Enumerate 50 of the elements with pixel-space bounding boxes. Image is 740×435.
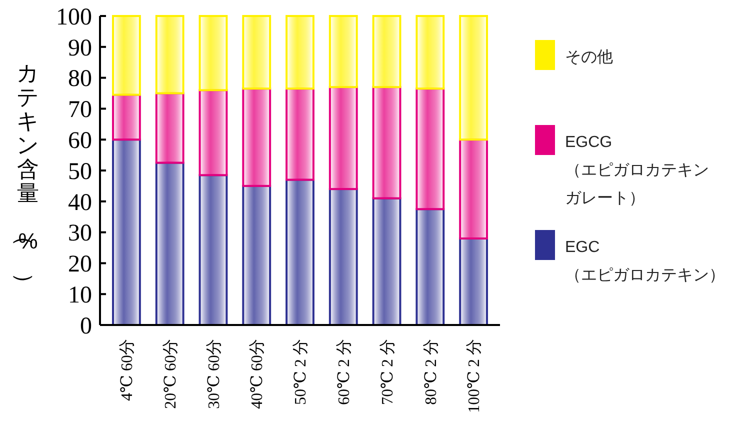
- bar: [328, 188, 358, 326]
- y-tick-label: 60: [68, 128, 92, 154]
- x-tick-label: 60℃ 2 分: [336, 339, 353, 405]
- y-tick-label: 90: [68, 35, 92, 62]
- x-tick-label: 70℃ 2 分: [379, 339, 396, 405]
- y-tick-label: 10: [68, 282, 92, 308]
- bar: [372, 86, 402, 200]
- bar: [112, 15, 141, 96]
- y-tick-label: 70: [68, 97, 92, 124]
- bar: [112, 138, 141, 326]
- y-tick-label: 100: [56, 4, 92, 30]
- bar: [459, 15, 488, 141]
- legend-label: EGC（エピガロカテキン）: [565, 239, 725, 284]
- bar: [459, 138, 488, 240]
- bar: [416, 88, 445, 210]
- bar: [242, 184, 272, 326]
- bar: [328, 15, 358, 88]
- bar: [112, 94, 141, 141]
- bar: [372, 15, 402, 88]
- legend-label: EGCG（エピガロカテキンガレート）: [565, 134, 709, 207]
- bar: [198, 174, 228, 326]
- bar: [286, 88, 314, 181]
- bar: [242, 88, 272, 187]
- bar: [155, 15, 184, 94]
- x-tick-label: 20℃ 60分: [162, 339, 180, 409]
- bar: [198, 89, 228, 176]
- x-tick-label: 40℃ 60分: [249, 339, 266, 409]
- bar: [459, 237, 488, 326]
- y-tick-label: 80: [68, 66, 92, 92]
- bar: [416, 208, 445, 326]
- bar: [286, 15, 314, 90]
- y-tick-label: 20: [68, 252, 92, 278]
- bar: [155, 92, 184, 164]
- bar: [328, 86, 358, 190]
- x-tick-label: 30℃ 60分: [206, 339, 223, 409]
- x-tick-label: 80℃ 2 分: [422, 339, 440, 405]
- y-tick-label: 30: [68, 220, 92, 247]
- y-tick-label: 0: [80, 313, 92, 340]
- y-tick-label: 50: [68, 158, 92, 185]
- bar: [372, 197, 402, 326]
- x-tick-label: 50℃ 2 分: [292, 339, 310, 405]
- bar: [155, 162, 184, 326]
- bar: [416, 15, 445, 90]
- x-tick-label: 100℃ 2 分: [466, 339, 484, 413]
- bar: [198, 15, 228, 92]
- x-tick-label: 4℃ 60分: [119, 339, 136, 401]
- bar: [242, 15, 272, 90]
- bar: [286, 178, 314, 326]
- y-tick-label: 40: [68, 190, 92, 216]
- legend-label: その他: [565, 49, 613, 66]
